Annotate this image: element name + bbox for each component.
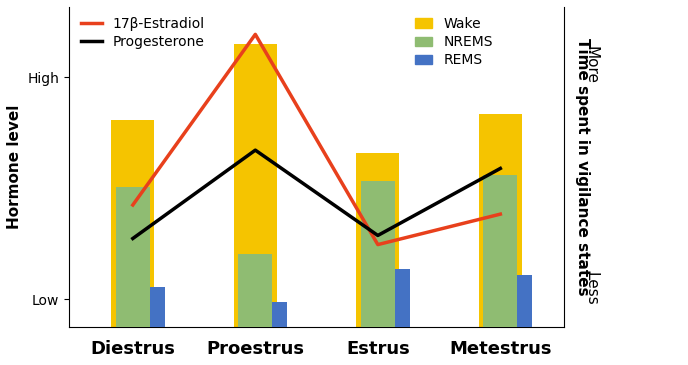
Bar xyxy=(272,303,287,327)
Bar xyxy=(356,153,399,327)
Bar xyxy=(395,269,409,327)
Bar xyxy=(116,187,150,327)
Bar xyxy=(483,174,517,327)
Text: More: More xyxy=(583,46,599,84)
Bar xyxy=(361,181,395,327)
Bar xyxy=(238,254,272,327)
Bar xyxy=(234,43,277,327)
Y-axis label: Hormone level: Hormone level xyxy=(7,105,22,229)
Text: Less: Less xyxy=(583,272,599,306)
Bar xyxy=(111,120,154,327)
Bar xyxy=(150,287,164,327)
Bar xyxy=(517,275,533,327)
Bar xyxy=(479,114,522,327)
Y-axis label: Time spent in vigilance states: Time spent in vigilance states xyxy=(575,38,590,296)
Legend: Wake, NREMS, REMS: Wake, NREMS, REMS xyxy=(416,17,493,68)
